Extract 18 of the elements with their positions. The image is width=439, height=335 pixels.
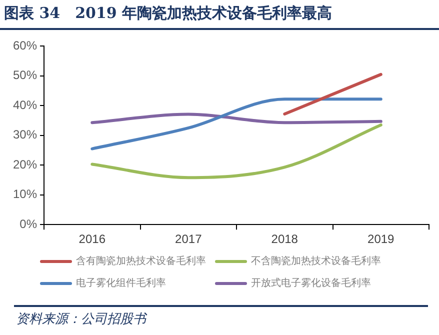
legend-label: 开放式电子雾化设备毛利率 [251,276,371,290]
y-tick-label: 30% [12,128,38,142]
legend-label: 不含陶瓷加热技术设备毛利率 [251,254,381,268]
y-tick-label: 0% [20,216,38,231]
x-tick-label: 2016 [78,232,106,246]
legend-label: 电子雾化组件毛利率 [76,276,166,290]
y-tick-label: 10% [12,187,38,202]
line-series [90,123,382,180]
x-tick-label: 2019 [368,232,395,246]
y-tick-label: 40% [12,98,38,112]
text: 资料来源：公司招股书 [16,311,146,328]
x-tick-label: 2017 [175,232,202,246]
chart-title: 图表 34 2019 年陶瓷加热技术设备毛利率最高 [4,4,332,23]
y-tick-label: 60% [12,38,38,53]
legend-label: 含有陶瓷加热技术设备毛利率 [76,254,206,268]
x-tick-label: 2018 [271,232,298,246]
y-tick-label: 20% [12,157,38,172]
y-tick-label: 50% [12,68,38,82]
